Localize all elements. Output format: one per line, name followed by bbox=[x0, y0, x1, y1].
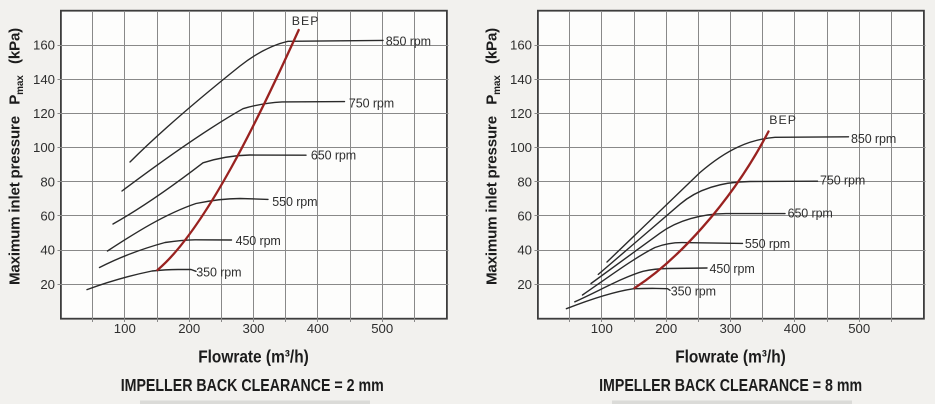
svg-text:80: 80 bbox=[517, 174, 532, 189]
svg-text:BEP: BEP bbox=[292, 14, 320, 28]
svg-text:400: 400 bbox=[784, 321, 806, 336]
svg-text:Maximum inlet pressure Pmax: Maximum inlet pressure Pmax (kPa) bbox=[7, 28, 27, 285]
svg-text:100: 100 bbox=[33, 140, 55, 155]
svg-text:450 rpm: 450 rpm bbox=[710, 262, 755, 276]
svg-text:100: 100 bbox=[510, 140, 532, 155]
svg-text:40: 40 bbox=[40, 243, 55, 258]
svg-text:500: 500 bbox=[848, 321, 870, 336]
svg-text:Maximum inlet pressure Pmax: Maximum inlet pressure Pmax (kPa) bbox=[484, 28, 504, 285]
svg-text:100: 100 bbox=[114, 321, 136, 336]
svg-text:160: 160 bbox=[33, 38, 55, 53]
svg-text:300: 300 bbox=[242, 321, 264, 336]
svg-text:40: 40 bbox=[517, 243, 532, 258]
svg-text:Flowrate (m³/h): Flowrate (m³/h) bbox=[198, 347, 309, 367]
svg-text:20: 20 bbox=[517, 277, 532, 292]
svg-text:750 rpm: 750 rpm bbox=[349, 97, 394, 111]
svg-text:60: 60 bbox=[40, 209, 55, 224]
svg-text:20: 20 bbox=[40, 277, 55, 292]
svg-text:850 rpm: 850 rpm bbox=[851, 132, 896, 146]
svg-text:300: 300 bbox=[719, 321, 741, 336]
svg-text:650 rpm: 650 rpm bbox=[788, 207, 833, 221]
svg-text:650 rpm: 650 rpm bbox=[311, 149, 356, 163]
svg-text:60: 60 bbox=[517, 209, 532, 224]
svg-text:200: 200 bbox=[655, 321, 677, 336]
svg-text:140: 140 bbox=[510, 72, 532, 87]
svg-text:120: 120 bbox=[33, 106, 55, 121]
svg-text:850 rpm: 850 rpm bbox=[386, 34, 431, 48]
svg-text:750 rpm: 750 rpm bbox=[820, 174, 865, 188]
svg-text:160: 160 bbox=[510, 38, 532, 53]
svg-text:350 rpm: 350 rpm bbox=[196, 266, 241, 280]
svg-text:120: 120 bbox=[510, 106, 532, 121]
svg-text:350 rpm: 350 rpm bbox=[671, 284, 716, 298]
svg-text:BEP: BEP bbox=[769, 113, 797, 127]
svg-text:200: 200 bbox=[178, 321, 200, 336]
svg-text:550 rpm: 550 rpm bbox=[745, 237, 790, 251]
svg-text:80: 80 bbox=[40, 174, 55, 189]
svg-text:IMPELLER BACK CLEARANCE = 2 mm: IMPELLER BACK CLEARANCE = 2 mm bbox=[121, 375, 384, 395]
svg-text:450 rpm: 450 rpm bbox=[236, 234, 281, 248]
svg-text:IMPELLER BACK CLEARANCE = 8 mm: IMPELLER BACK CLEARANCE = 8 mm bbox=[599, 375, 862, 395]
svg-text:100: 100 bbox=[591, 321, 613, 336]
svg-text:500: 500 bbox=[371, 321, 393, 336]
svg-text:400: 400 bbox=[307, 321, 329, 336]
svg-text:140: 140 bbox=[33, 72, 55, 87]
svg-text:550 rpm: 550 rpm bbox=[272, 195, 317, 209]
svg-text:Flowrate (m³/h): Flowrate (m³/h) bbox=[675, 347, 786, 367]
